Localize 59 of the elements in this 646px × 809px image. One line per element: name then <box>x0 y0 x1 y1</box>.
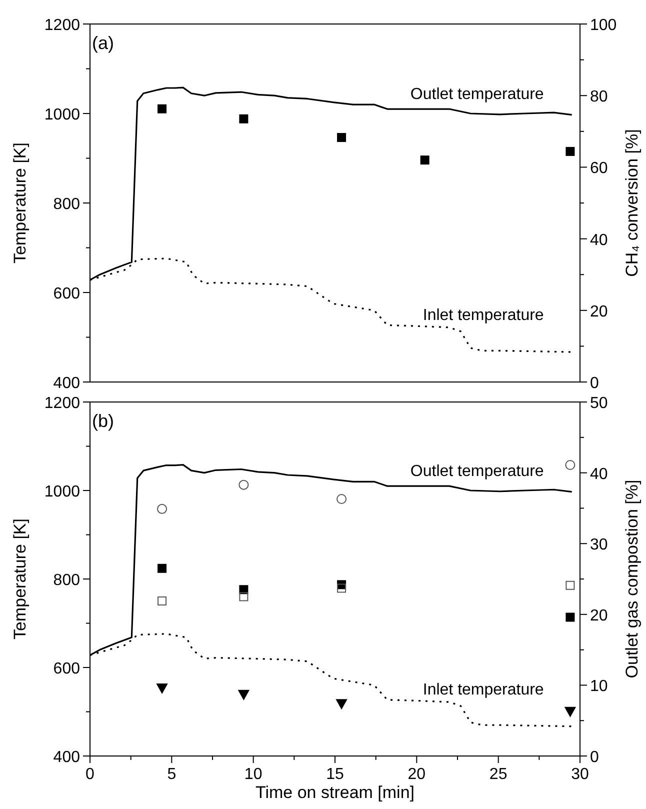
y2-tick-label: 0 <box>590 749 599 766</box>
point <box>566 580 575 590</box>
point <box>156 684 168 694</box>
point <box>158 596 167 606</box>
point <box>238 690 250 700</box>
point <box>337 132 346 142</box>
point <box>238 480 249 490</box>
y-axis-title: Temperature [K] <box>10 142 30 264</box>
series-label: Outlet temperature <box>410 462 544 480</box>
series-label: Inlet temperature <box>422 681 544 698</box>
point <box>158 104 167 114</box>
x-tick-label: 30 <box>571 766 589 783</box>
point <box>420 156 430 165</box>
point <box>565 460 576 470</box>
x-tick-label: 15 <box>326 766 344 783</box>
y-tick-label: 400 <box>53 375 80 392</box>
y2-axis-title: CH₄ conversion [%] <box>622 129 642 277</box>
y-axis-title: Temperature [K] <box>10 518 30 640</box>
y2-tick-label: 50 <box>590 395 608 412</box>
annotation: (a) <box>92 33 114 54</box>
y-tick-label: 1000 <box>44 484 80 500</box>
y2-axis-title: Outlet gas compostion [%] <box>622 480 642 678</box>
y-tick-label: 1000 <box>44 106 80 124</box>
x-tick-label: 10 <box>244 766 262 783</box>
y2-tick-label: 80 <box>590 88 608 106</box>
point <box>336 699 348 710</box>
x-tick-label: 25 <box>489 766 508 783</box>
y2-tick-label: 60 <box>590 160 608 178</box>
point <box>157 504 168 514</box>
x-axis-title: Time on stream [min] <box>255 783 415 802</box>
x-tick-label: 20 <box>408 766 426 783</box>
y2-tick-label: 0 <box>590 375 599 392</box>
y-tick-label: 800 <box>53 196 80 213</box>
point <box>337 584 346 593</box>
y2-tick-label: 100 <box>590 17 617 34</box>
y2-tick-label: 20 <box>590 607 608 624</box>
annotation: (b) <box>92 411 114 432</box>
point <box>239 114 248 124</box>
series-label: Inlet temperature <box>422 307 544 324</box>
y2-tick-label: 30 <box>590 536 608 554</box>
point <box>239 592 248 602</box>
y-tick-label: 1200 <box>44 395 80 412</box>
y2-tick-label: 20 <box>590 303 608 320</box>
point <box>336 494 347 504</box>
y-tick-label: 600 <box>53 660 80 678</box>
y2-tick-label: 40 <box>590 466 608 483</box>
y2-tick-label: 40 <box>590 232 608 249</box>
point <box>564 706 576 717</box>
point <box>566 612 575 622</box>
point <box>158 564 167 573</box>
y-tick-label: 800 <box>53 572 80 589</box>
x-tick-label: 0 <box>86 766 95 783</box>
y-tick-label: 1200 <box>44 17 80 34</box>
y-tick-label: 600 <box>53 286 80 302</box>
x-tick-label: 5 <box>167 766 176 783</box>
series-label: Outlet temperature <box>410 86 544 103</box>
y-tick-label: 400 <box>53 749 80 766</box>
point <box>566 146 575 156</box>
y2-tick-label: 10 <box>590 678 608 696</box>
